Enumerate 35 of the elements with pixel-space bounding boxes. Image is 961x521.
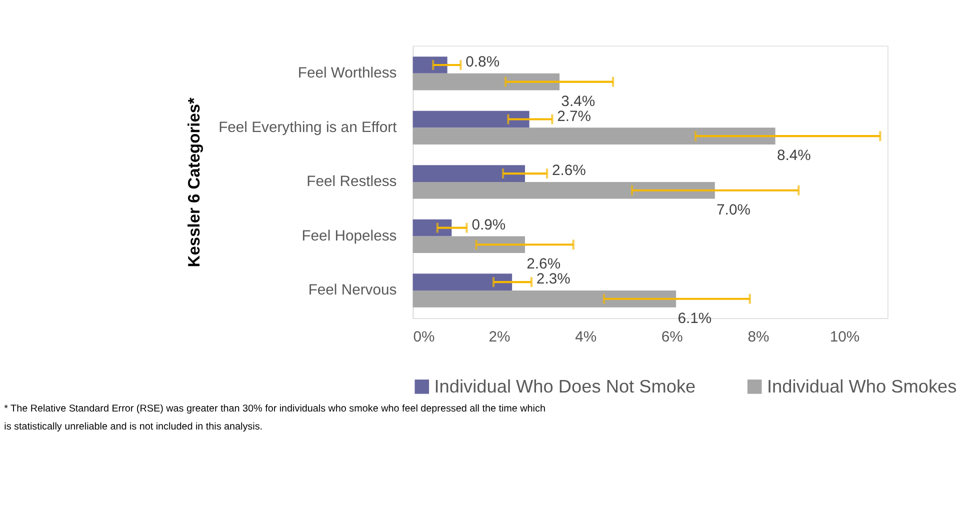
data-label: 6.1% (678, 310, 712, 327)
y-axis-title: Kessler 6 Categories* (185, 96, 204, 268)
x-tick-label: 6% (661, 330, 683, 346)
data-label: 8.4% (776, 148, 811, 164)
bar (412, 182, 715, 199)
data-label: 2.3% (536, 272, 570, 288)
bar (412, 236, 526, 254)
data-label: 0.9% (472, 217, 506, 234)
bar (412, 128, 776, 144)
data-label: 7.0% (716, 202, 750, 218)
x-tick-label: 4% (575, 330, 597, 346)
text: * The Relative Standard Error (RSE) was greater than 30% for individuals who smoke who feel depressed all the time which is statistically unreliable and is not included in this analysis. (4, 403, 546, 433)
legend-label: Individual Who Does Not Smoke (434, 376, 696, 396)
data-label: 3.4% (561, 94, 596, 110)
data-label: 2.6% (552, 163, 586, 180)
bar (412, 56, 448, 74)
data-label: 0.8% (466, 54, 500, 71)
y-tick-label: Feel Nervous (308, 282, 397, 299)
y-tick-label: Feel Everything is an Effort (218, 120, 398, 136)
bar (412, 110, 530, 128)
x-tick-label: 10% (830, 330, 860, 346)
bar (412, 165, 526, 182)
bar (412, 290, 676, 308)
y-tick-label: Feel Restless (306, 174, 397, 190)
x-tick-label: 8% (748, 330, 770, 346)
data-label: 2.6% (526, 256, 561, 273)
x-tick-label: 2% (488, 330, 510, 346)
y-tick-label: Feel Worthless (298, 66, 397, 82)
y-tick-label: Feel Hopeless (302, 228, 397, 244)
bar (412, 274, 512, 290)
x-tick-label: 0% (413, 330, 435, 346)
bar (412, 73, 560, 90)
data-label: 2.7% (557, 108, 592, 125)
legend-label: Individual Who Smokes (766, 376, 957, 396)
bar (412, 219, 452, 236)
